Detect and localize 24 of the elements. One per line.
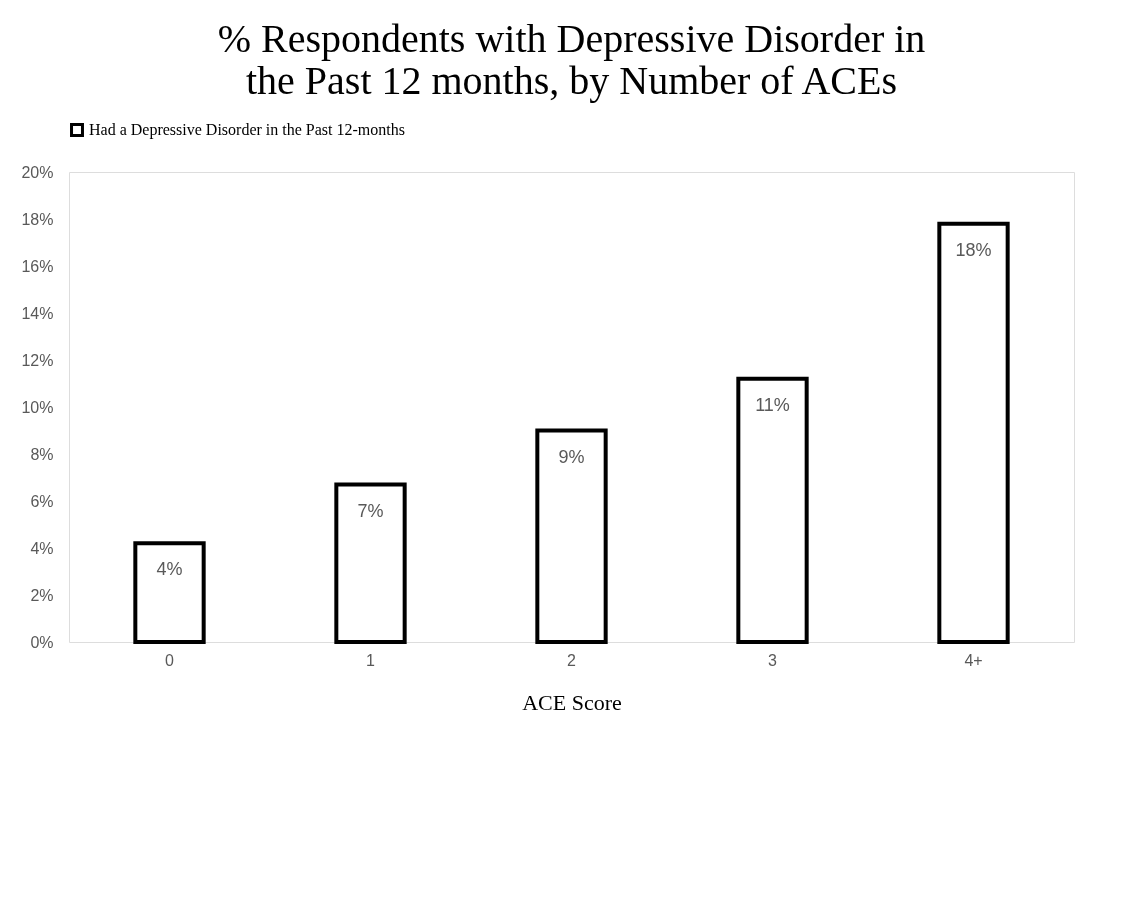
y-tick-label: 4% [30, 539, 54, 557]
y-tick-label: 10% [21, 398, 54, 416]
data-label: 11% [755, 394, 790, 415]
legend-label: Had a Depressive Disorder in the Past 12-months [89, 121, 405, 139]
y-tick-label: 18% [21, 210, 54, 228]
y-tick-label: 6% [30, 492, 54, 510]
y-tick-label: 16% [21, 257, 54, 275]
y-tick-label: 8% [30, 445, 54, 463]
data-label: 4% [156, 559, 183, 580]
data-label: 18% [955, 239, 992, 260]
x-tick-label: 2 [567, 651, 577, 669]
x-tick-label: 4+ [964, 651, 983, 669]
y-tick-label: 20% [21, 163, 54, 181]
x-tick-label: 3 [768, 651, 778, 669]
y-tick-label: 0% [30, 633, 54, 651]
x-axis-title: ACE Score [522, 689, 622, 715]
data-label: 9% [558, 446, 585, 467]
y-tick-label: 12% [21, 351, 54, 369]
x-tick-label: 1 [366, 651, 376, 669]
y-tick-label: 14% [21, 304, 54, 322]
y-tick-label: 2% [30, 586, 54, 604]
chart-title: % Respondents with Depressive Disorder in the Past 12 months, by Number of ACEs [217, 16, 926, 103]
x-tick-label: 0 [165, 651, 175, 669]
data-label: 7% [357, 500, 384, 521]
